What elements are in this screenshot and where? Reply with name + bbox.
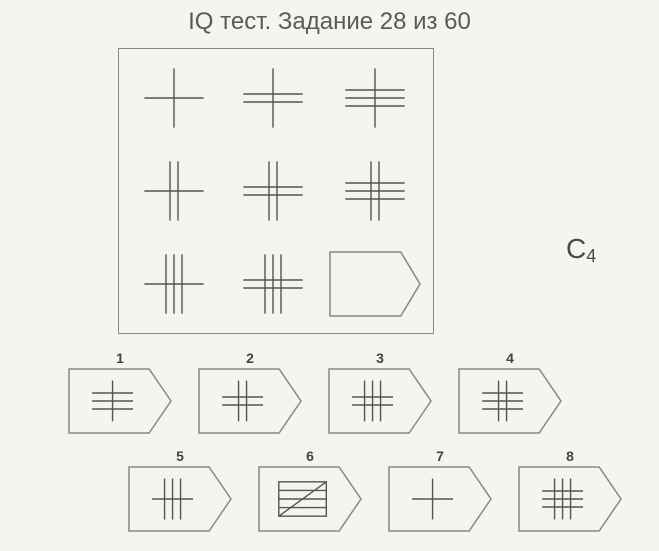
- answer-options: 1 2 3 4 5 6 7 8: [68, 350, 608, 546]
- matrix-cell-0-1: [230, 59, 315, 138]
- matrix-cell-1-0: [131, 152, 216, 231]
- options-row-2: 5 6 7 8: [128, 448, 608, 532]
- option-label-7: 7: [436, 448, 444, 464]
- page-title: IQ тест. Задание 28 из 60: [0, 0, 659, 36]
- option-label-1: 1: [116, 350, 124, 366]
- answer-option-1[interactable]: 1: [68, 350, 172, 434]
- answer-option-2[interactable]: 2: [198, 350, 302, 434]
- matrix-cell-2-0: [131, 244, 216, 323]
- option-tile-4[interactable]: [458, 368, 562, 434]
- option-label-8: 8: [566, 448, 574, 464]
- answer-option-8[interactable]: 8: [518, 448, 622, 532]
- side-subscript: 4: [586, 246, 596, 266]
- matrix-cell-0-0: [131, 59, 216, 138]
- option-label-6: 6: [306, 448, 314, 464]
- option-tile-3[interactable]: [328, 368, 432, 434]
- option-label-2: 2: [246, 350, 254, 366]
- option-tile-1[interactable]: [68, 368, 172, 434]
- option-label-3: 3: [376, 350, 384, 366]
- option-tile-2[interactable]: [198, 368, 302, 434]
- options-row-1: 1 2 3 4: [68, 350, 608, 434]
- option-tile-6[interactable]: [258, 466, 362, 532]
- side-letter: С: [566, 233, 586, 264]
- option-label-5: 5: [176, 448, 184, 464]
- matrix-cell-0-2: [329, 59, 421, 138]
- matrix-cell-1-2: [329, 152, 421, 231]
- matrix-cell-2-2: [329, 244, 421, 323]
- answer-option-6[interactable]: 6: [258, 448, 362, 532]
- matrix-cell-1-1: [230, 152, 315, 231]
- answer-option-5[interactable]: 5: [128, 448, 232, 532]
- option-tile-7[interactable]: [388, 466, 492, 532]
- option-tile-8[interactable]: [518, 466, 622, 532]
- matrix-cell-2-1: [230, 244, 315, 323]
- puzzle-area: С4: [118, 48, 434, 334]
- answer-option-3[interactable]: 3: [328, 350, 432, 434]
- option-label-4: 4: [506, 350, 514, 366]
- answer-option-7[interactable]: 7: [388, 448, 492, 532]
- answer-option-4[interactable]: 4: [458, 350, 562, 434]
- side-label: С4: [566, 233, 596, 265]
- matrix-panel: [118, 48, 434, 334]
- option-tile-5[interactable]: [128, 466, 232, 532]
